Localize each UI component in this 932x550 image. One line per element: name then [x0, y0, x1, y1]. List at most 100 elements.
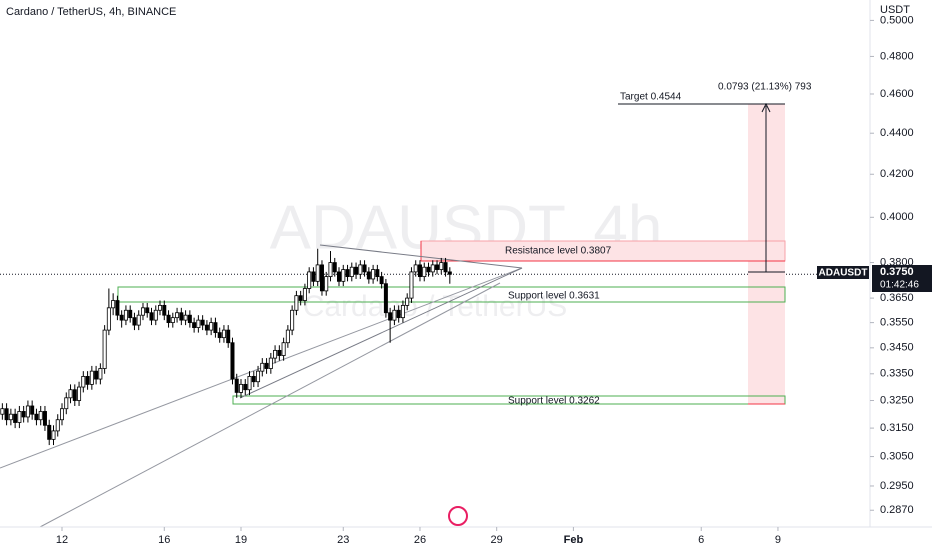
- y-tick-label: 0.3450: [880, 342, 914, 354]
- candle-body: [170, 317, 175, 324]
- candle-body: [443, 262, 448, 273]
- resistance-label: Resistance level 0.3807: [505, 246, 612, 257]
- candle-body: [307, 271, 312, 289]
- candle-body: [128, 309, 133, 319]
- candle-body: [17, 411, 22, 423]
- candle-body: [388, 312, 393, 321]
- arrow-head: [761, 102, 771, 113]
- candle-body: [362, 264, 367, 273]
- candle-body: [158, 304, 163, 311]
- y-tick-label: 0.4000: [880, 211, 914, 223]
- candle-body: [64, 397, 69, 410]
- candle-body: [115, 300, 120, 316]
- candle-body: [379, 276, 384, 285]
- candle-body: [221, 329, 226, 339]
- candle-body: [392, 309, 397, 321]
- y-tick-label: 0.4800: [880, 50, 914, 62]
- candle-body: [256, 370, 261, 383]
- support-zone: [117, 286, 786, 303]
- candle-body: [81, 376, 86, 388]
- candle-body: [277, 349, 282, 356]
- y-tick-label: 0.3800: [880, 256, 914, 268]
- candle-body: [153, 309, 158, 321]
- candle-body: [179, 312, 184, 321]
- candle-body: [94, 370, 99, 380]
- candle-body: [47, 424, 52, 440]
- candle-body: [400, 304, 405, 319]
- candle-body: [281, 342, 286, 356]
- x-tick-label: Feb: [564, 534, 584, 546]
- candle-body: [285, 329, 290, 344]
- candle-body: [72, 389, 77, 401]
- y-tick-label: 0.2870: [880, 504, 914, 516]
- candle-body: [42, 411, 47, 426]
- candle-body: [336, 271, 341, 282]
- support-zone: [232, 395, 786, 405]
- candle-body: [417, 264, 422, 278]
- candle-body: [435, 264, 440, 270]
- candle-body: [55, 419, 60, 432]
- candle-body: [324, 276, 329, 292]
- candle-body: [213, 322, 218, 334]
- target-label: Target 0.4544: [620, 92, 682, 103]
- candle-body: [332, 262, 337, 273]
- price-tag: [872, 265, 932, 292]
- candle-body: [217, 332, 222, 339]
- candle-body: [119, 314, 124, 321]
- candle-body: [166, 314, 171, 324]
- candle-body: [123, 309, 128, 321]
- candle-body: [187, 314, 192, 324]
- candle-body: [4, 408, 9, 421]
- y-tick-label: 0.2950: [880, 480, 914, 492]
- candle-body: [238, 383, 243, 393]
- candle-body: [162, 304, 167, 316]
- candle-body: [349, 266, 354, 278]
- y-tick-label: 0.4400: [880, 127, 914, 139]
- candle-body: [396, 309, 401, 319]
- candle-body: [200, 319, 205, 326]
- x-tick-label: 19: [235, 534, 247, 546]
- measure-label: 0.0793 (21.13%) 793: [718, 82, 812, 93]
- candle-body: [426, 266, 431, 273]
- candle-body: [409, 271, 414, 299]
- candle-body: [175, 312, 180, 319]
- candle-body: [439, 262, 444, 270]
- x-tick-label: 26: [414, 534, 426, 546]
- candle-body: [268, 357, 273, 369]
- candle-body: [311, 271, 316, 282]
- candle-body: [251, 376, 256, 383]
- candle-body: [209, 322, 214, 331]
- candle-body: [243, 383, 248, 391]
- candle-body: [345, 269, 350, 278]
- support-label: Support level 0.3262: [508, 396, 600, 407]
- candle-body: [234, 378, 239, 393]
- y-tick-label: 0.3150: [880, 422, 914, 434]
- x-tick-label: 23: [337, 534, 349, 546]
- candle-body: [341, 269, 346, 282]
- x-tick-label: 12: [56, 534, 68, 546]
- candle-body: [302, 288, 307, 301]
- candle-body: [149, 312, 154, 321]
- candle-body: [447, 271, 452, 275]
- triangle-line: [239, 267, 523, 399]
- x-tick-label: 9: [775, 534, 781, 546]
- candle-body: [51, 430, 56, 440]
- candle-body: [273, 349, 278, 359]
- chart-title: Cardano / TetherUS, 4h, BINANCE: [6, 6, 176, 18]
- currency: USDT: [880, 4, 910, 16]
- candle-body: [25, 405, 30, 418]
- candle-body: [192, 322, 197, 329]
- y-tick-label: 0.3250: [880, 394, 914, 406]
- candle-body: [371, 269, 376, 280]
- candle-body: [68, 389, 73, 399]
- candle-body: [204, 324, 209, 331]
- candle-body: [102, 329, 107, 369]
- logo-icon: [448, 506, 468, 526]
- candle-body: [89, 370, 94, 385]
- candle-body: [413, 264, 418, 273]
- symbol-label: ADAUSDT: [819, 268, 868, 279]
- candle-body: [140, 307, 145, 316]
- candle-body: [145, 307, 150, 314]
- channel-line: [39, 282, 501, 528]
